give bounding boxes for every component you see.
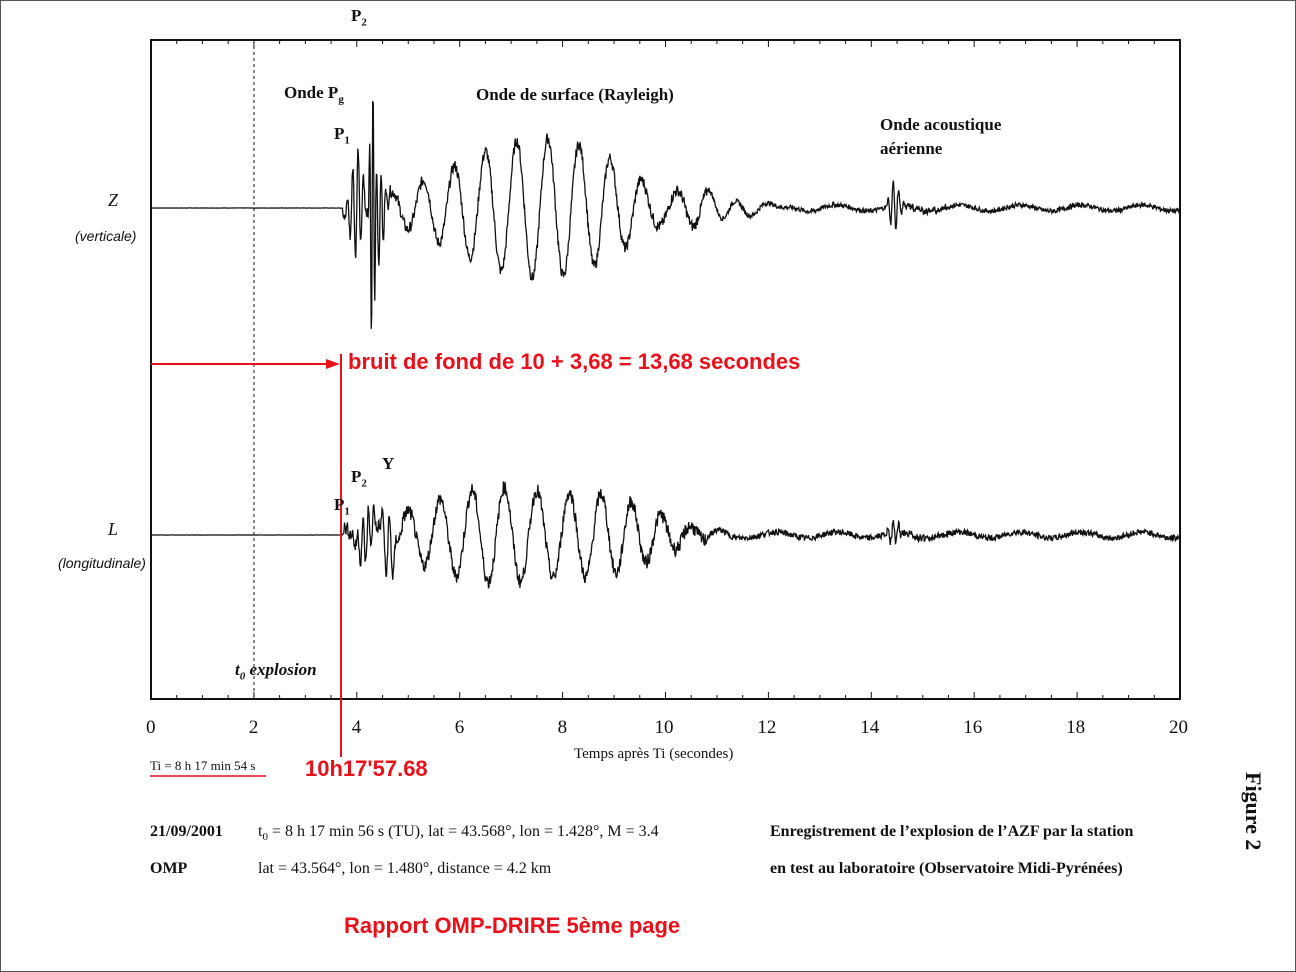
caption-title-2: en test au laboratoire (Observatoire Mid… bbox=[770, 860, 1123, 877]
x-tick-label: 8 bbox=[557, 717, 568, 738]
caption-t0-line: t0 = 8 h 17 min 56 s (TU), lat = 43.568°… bbox=[258, 823, 659, 844]
annotation-p1-l: P1 bbox=[334, 495, 350, 518]
annotation-acoustique-2: aérienne bbox=[880, 139, 943, 158]
figure-label: Figure 2 bbox=[1241, 772, 1266, 851]
x-tick-label: 14 bbox=[860, 717, 880, 738]
x-tick-label: 16 bbox=[963, 717, 983, 738]
x-tick-label: 0 bbox=[146, 717, 156, 738]
ti-text: Ti = 8 h 17 min 54 s bbox=[150, 758, 256, 773]
x-tick-label: 12 bbox=[757, 717, 777, 738]
channel-z-name: Z bbox=[108, 190, 119, 210]
annotation-p2-top: P2 bbox=[351, 6, 367, 29]
caption-date: 21/09/2001 bbox=[150, 823, 223, 840]
plot-frame bbox=[150, 39, 1181, 700]
x-tick-label: 4 bbox=[351, 717, 362, 738]
x-tick-label: 2 bbox=[248, 717, 259, 738]
trace-z-vertical bbox=[151, 100, 1181, 329]
caption-omp-line: lat = 43.564°, lon = 1.480°, distance = … bbox=[258, 860, 552, 877]
annotation-p2-l: P2 bbox=[351, 467, 367, 490]
arrival-time-text: 10h17'57.68 bbox=[305, 756, 428, 781]
annotation-p1-z: P1 bbox=[334, 124, 350, 147]
annotation-y: Y bbox=[382, 454, 395, 473]
x-tick-label: 10 bbox=[654, 717, 674, 738]
trace-l-longitudinal bbox=[151, 481, 1181, 589]
caption-omp: OMP bbox=[150, 860, 188, 877]
x-axis-label: Temps après Ti (secondes) bbox=[574, 746, 734, 762]
annotation-acoustique-1: Onde acoustique bbox=[880, 115, 1002, 134]
channel-z-subtitle: (verticale) bbox=[75, 228, 137, 244]
rapport-text: Rapport OMP-DRIRE 5ème page bbox=[344, 913, 681, 938]
annotation-t0-explosion: t0 explosion bbox=[235, 660, 317, 683]
red-arrow-head bbox=[326, 359, 340, 369]
x-tick-label: 6 bbox=[454, 717, 465, 738]
annotation-rayleigh: Onde de surface (Rayleigh) bbox=[476, 85, 674, 104]
channel-l-subtitle: (longitudinale) bbox=[58, 555, 146, 571]
x-tick-label: 18 bbox=[1066, 717, 1086, 738]
bruit-de-fond-text: bruit de fond de 10 + 3,68 = 13,68 secon… bbox=[348, 349, 801, 374]
channel-l-name: L bbox=[108, 519, 119, 539]
caption-title-1: Enregistrement de l’explosion de l’AZF p… bbox=[770, 823, 1134, 840]
annotation-onde-pg: Onde Pg bbox=[284, 83, 344, 106]
x-tick-label: 20 bbox=[1169, 717, 1188, 738]
